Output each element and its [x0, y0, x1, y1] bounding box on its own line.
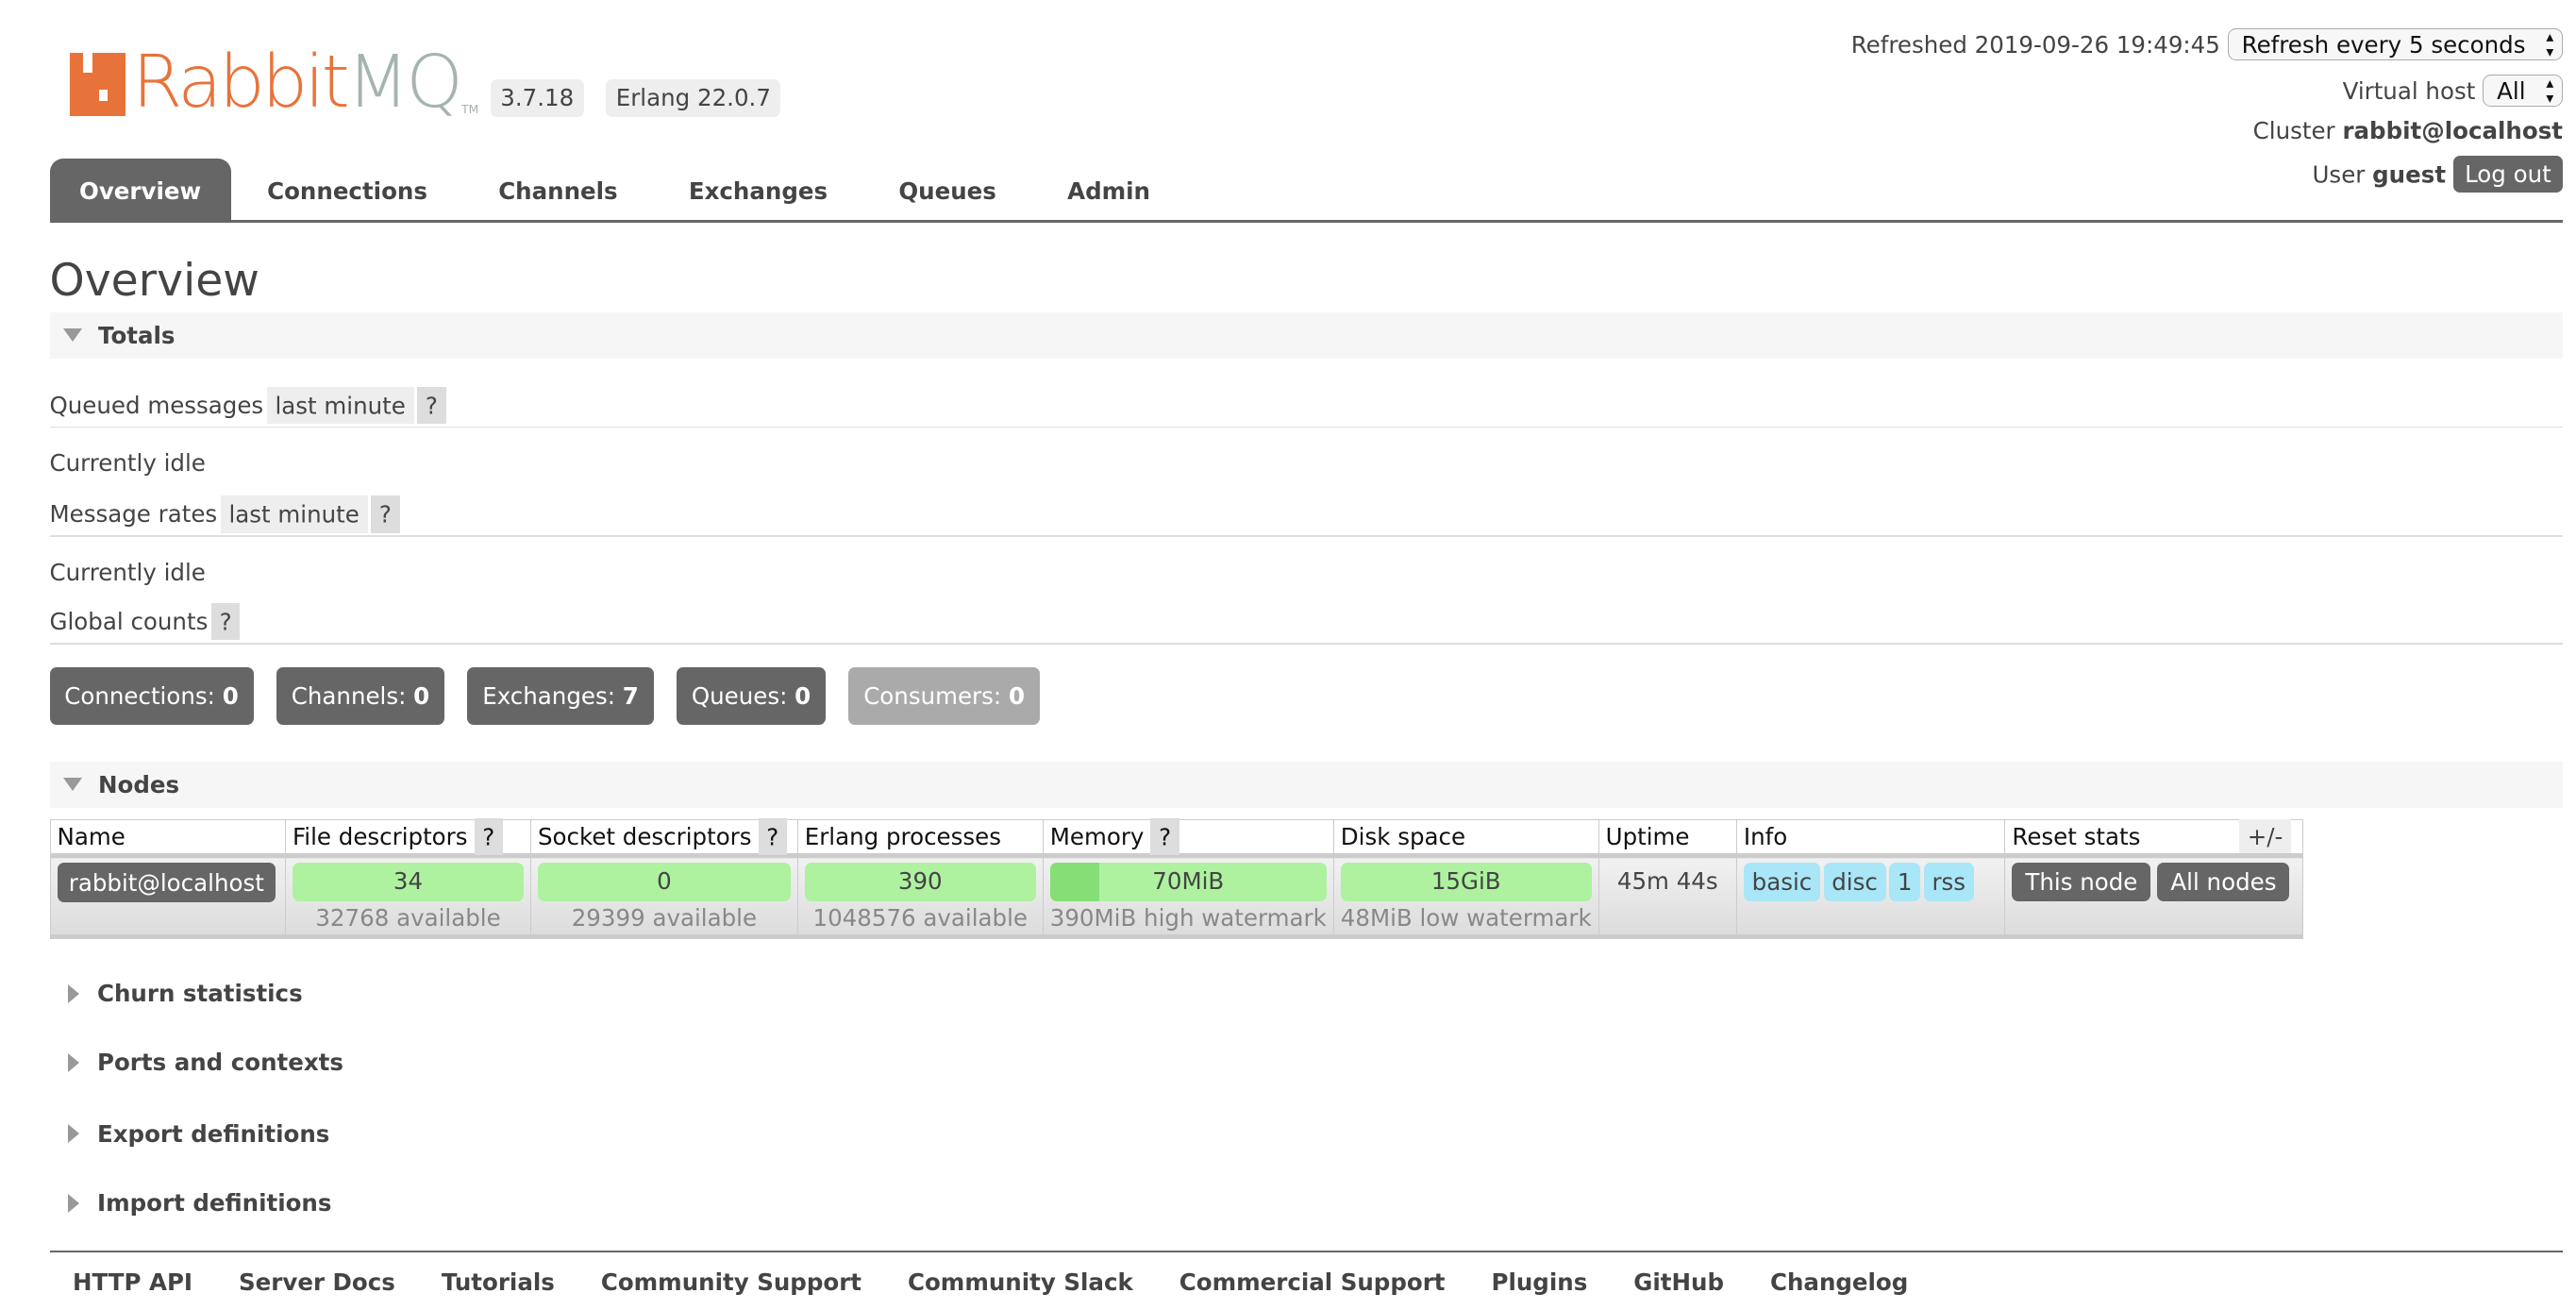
queued-messages-label: Queued messages [49, 391, 264, 419]
socket-descriptors-bar: 0 [538, 863, 791, 901]
section-title: Totals [98, 321, 176, 349]
rates-idle-text: Currently idle [49, 558, 206, 586]
erlang-version-badge: Erlang 22.0.7 [606, 79, 781, 117]
rabbit-logo-icon [69, 53, 125, 116]
help-button[interactable]: ? [758, 817, 788, 856]
churn-statistics-section[interactable]: Churn statistics [50, 980, 303, 1007]
tab-admin[interactable]: Admin [1067, 177, 1150, 205]
disk-low-watermark: 48MiB low watermark [1340, 903, 1592, 932]
refreshed-timestamp: Refreshed 2019-09-26 19:49:45 [1850, 30, 2220, 59]
queues-count-button[interactable]: Queues: 0 [677, 667, 826, 726]
info-badge-rss: rss [1923, 863, 1974, 901]
logout-button[interactable]: Log out [2452, 155, 2563, 193]
reset-this-node-button[interactable]: This node [2012, 863, 2151, 901]
reset-all-nodes-button[interactable]: All nodes [2157, 863, 2290, 901]
divider [49, 642, 2563, 645]
export-definitions-section[interactable]: Export definitions [50, 1120, 329, 1148]
rabbitmq-logo: RabbitMQ TM [69, 43, 478, 119]
file-descriptors-bar: 34 [293, 863, 524, 901]
collapsed-triangle-icon [67, 983, 79, 1003]
help-button[interactable]: ? [210, 602, 241, 641]
ports-and-contexts-section[interactable]: Ports and contexts [50, 1049, 343, 1076]
help-button[interactable]: ? [417, 386, 446, 424]
footer-link-server-docs[interactable]: Server Docs [239, 1268, 395, 1296]
nav-divider [49, 219, 2563, 224]
footer-link-http-api[interactable]: HTTP API [73, 1268, 193, 1296]
main-nav: Overview Connections Channels Exchanges … [49, 159, 1185, 220]
erlang-processes-bar: 390 [804, 863, 1036, 901]
collapsed-triangle-icon [67, 1053, 79, 1072]
uptime-value: 45m 44s [1597, 855, 1737, 939]
vhost-select[interactable]: All [2483, 74, 2563, 108]
column-header-file-descriptors: File descriptors? [285, 817, 531, 858]
vhost-label: Virtual host [2342, 76, 2476, 105]
expanded-triangle-icon [62, 778, 82, 791]
table-row: rabbit@localhost 34 32768 available 0 2939… [49, 855, 2304, 939]
column-header-info: Info [1735, 819, 2006, 858]
totals-section-header[interactable]: Totals [49, 311, 2563, 359]
footer-link-community-slack[interactable]: Community Slack [908, 1268, 1133, 1296]
message-rates-label: Message rates [49, 500, 218, 529]
nodes-section-header[interactable]: Nodes [49, 761, 2563, 808]
tab-connections[interactable]: Connections [267, 177, 427, 205]
info-badge-basic: basic [1743, 863, 1820, 901]
expanded-triangle-icon [62, 328, 82, 342]
column-header-uptime: Uptime [1597, 819, 1737, 858]
help-button[interactable]: ? [1150, 817, 1179, 856]
file-descriptors-available: 32768 available [315, 903, 501, 932]
footer-links: HTTP API Server Docs Tutorials Community… [50, 1268, 1932, 1296]
divider [49, 535, 2563, 537]
collapsed-triangle-icon [67, 1124, 79, 1144]
consumers-count: Consumers: 0 [848, 667, 1040, 726]
footer-link-community-support[interactable]: Community Support [600, 1268, 861, 1296]
column-header-erlang-processes: Erlang processes [796, 819, 1044, 858]
footer-link-plugins[interactable]: Plugins [1491, 1268, 1588, 1296]
refresh-interval-select[interactable]: Refresh every 5 seconds [2227, 27, 2563, 61]
socket-descriptors-available: 29399 available [571, 903, 758, 932]
help-button[interactable]: ? [474, 817, 504, 856]
erlang-processes-available: 1048576 available [812, 903, 1029, 932]
section-title: Nodes [98, 770, 180, 798]
queued-range-selector[interactable]: last minute [266, 386, 414, 424]
global-counts: Connections: 0 Channels: 0 Exchanges: 7 … [49, 667, 1040, 726]
tab-exchanges[interactable]: Exchanges [688, 177, 828, 205]
exchanges-count-button[interactable]: Exchanges: 7 [467, 667, 654, 726]
page-title: Overview [49, 254, 259, 307]
node-name-link[interactable]: rabbit@localhost [57, 863, 276, 903]
divider [49, 426, 2563, 428]
version-badge: 3.7.18 [490, 79, 584, 117]
footer-link-commercial-support[interactable]: Commercial Support [1179, 1268, 1446, 1296]
tab-queues[interactable]: Queues [898, 177, 996, 205]
nodes-table: Name File descriptors? Socket descriptor… [49, 817, 2304, 939]
column-header-disk-space: Disk space [1332, 819, 1599, 858]
import-definitions-section[interactable]: Import definitions [50, 1189, 331, 1217]
tab-overview[interactable]: Overview [49, 159, 231, 220]
footer-link-github[interactable]: GitHub [1633, 1268, 1724, 1296]
queued-idle-text: Currently idle [49, 449, 206, 477]
cluster-label: Cluster [2252, 117, 2335, 145]
tab-channels[interactable]: Channels [498, 177, 618, 205]
column-header-name: Name [49, 819, 286, 858]
info-badge-disc: disc [1823, 863, 1886, 901]
footer-link-tutorials[interactable]: Tutorials [441, 1268, 555, 1296]
memory-usage-fill [1049, 863, 1100, 901]
footer-divider [49, 1250, 2563, 1252]
memory-bar: 70MiB [1049, 863, 1327, 901]
collapsed-triangle-icon [67, 1193, 79, 1213]
user-name: guest [2372, 160, 2447, 188]
column-header-memory: Memory? [1042, 817, 1334, 858]
help-button[interactable]: ? [371, 495, 400, 533]
memory-high-watermark: 390MiB high watermark [1049, 903, 1327, 932]
column-toggle-button[interactable]: +/- [2239, 819, 2292, 853]
footer-link-changelog[interactable]: Changelog [1769, 1268, 1909, 1296]
disk-space-bar: 15GiB [1340, 863, 1592, 901]
rates-range-selector[interactable]: last minute [220, 495, 368, 533]
user-label: User [2312, 160, 2366, 188]
connections-count-button[interactable]: Connections: 0 [49, 667, 254, 726]
column-header-socket-descriptors: Socket descriptors? [530, 817, 798, 858]
info-badge-count: 1 [1889, 863, 1921, 901]
channels-count-button[interactable]: Channels: 0 [276, 667, 444, 726]
global-counts-label: Global counts [49, 608, 209, 635]
cluster-name: rabbit@localhost [2342, 117, 2563, 145]
